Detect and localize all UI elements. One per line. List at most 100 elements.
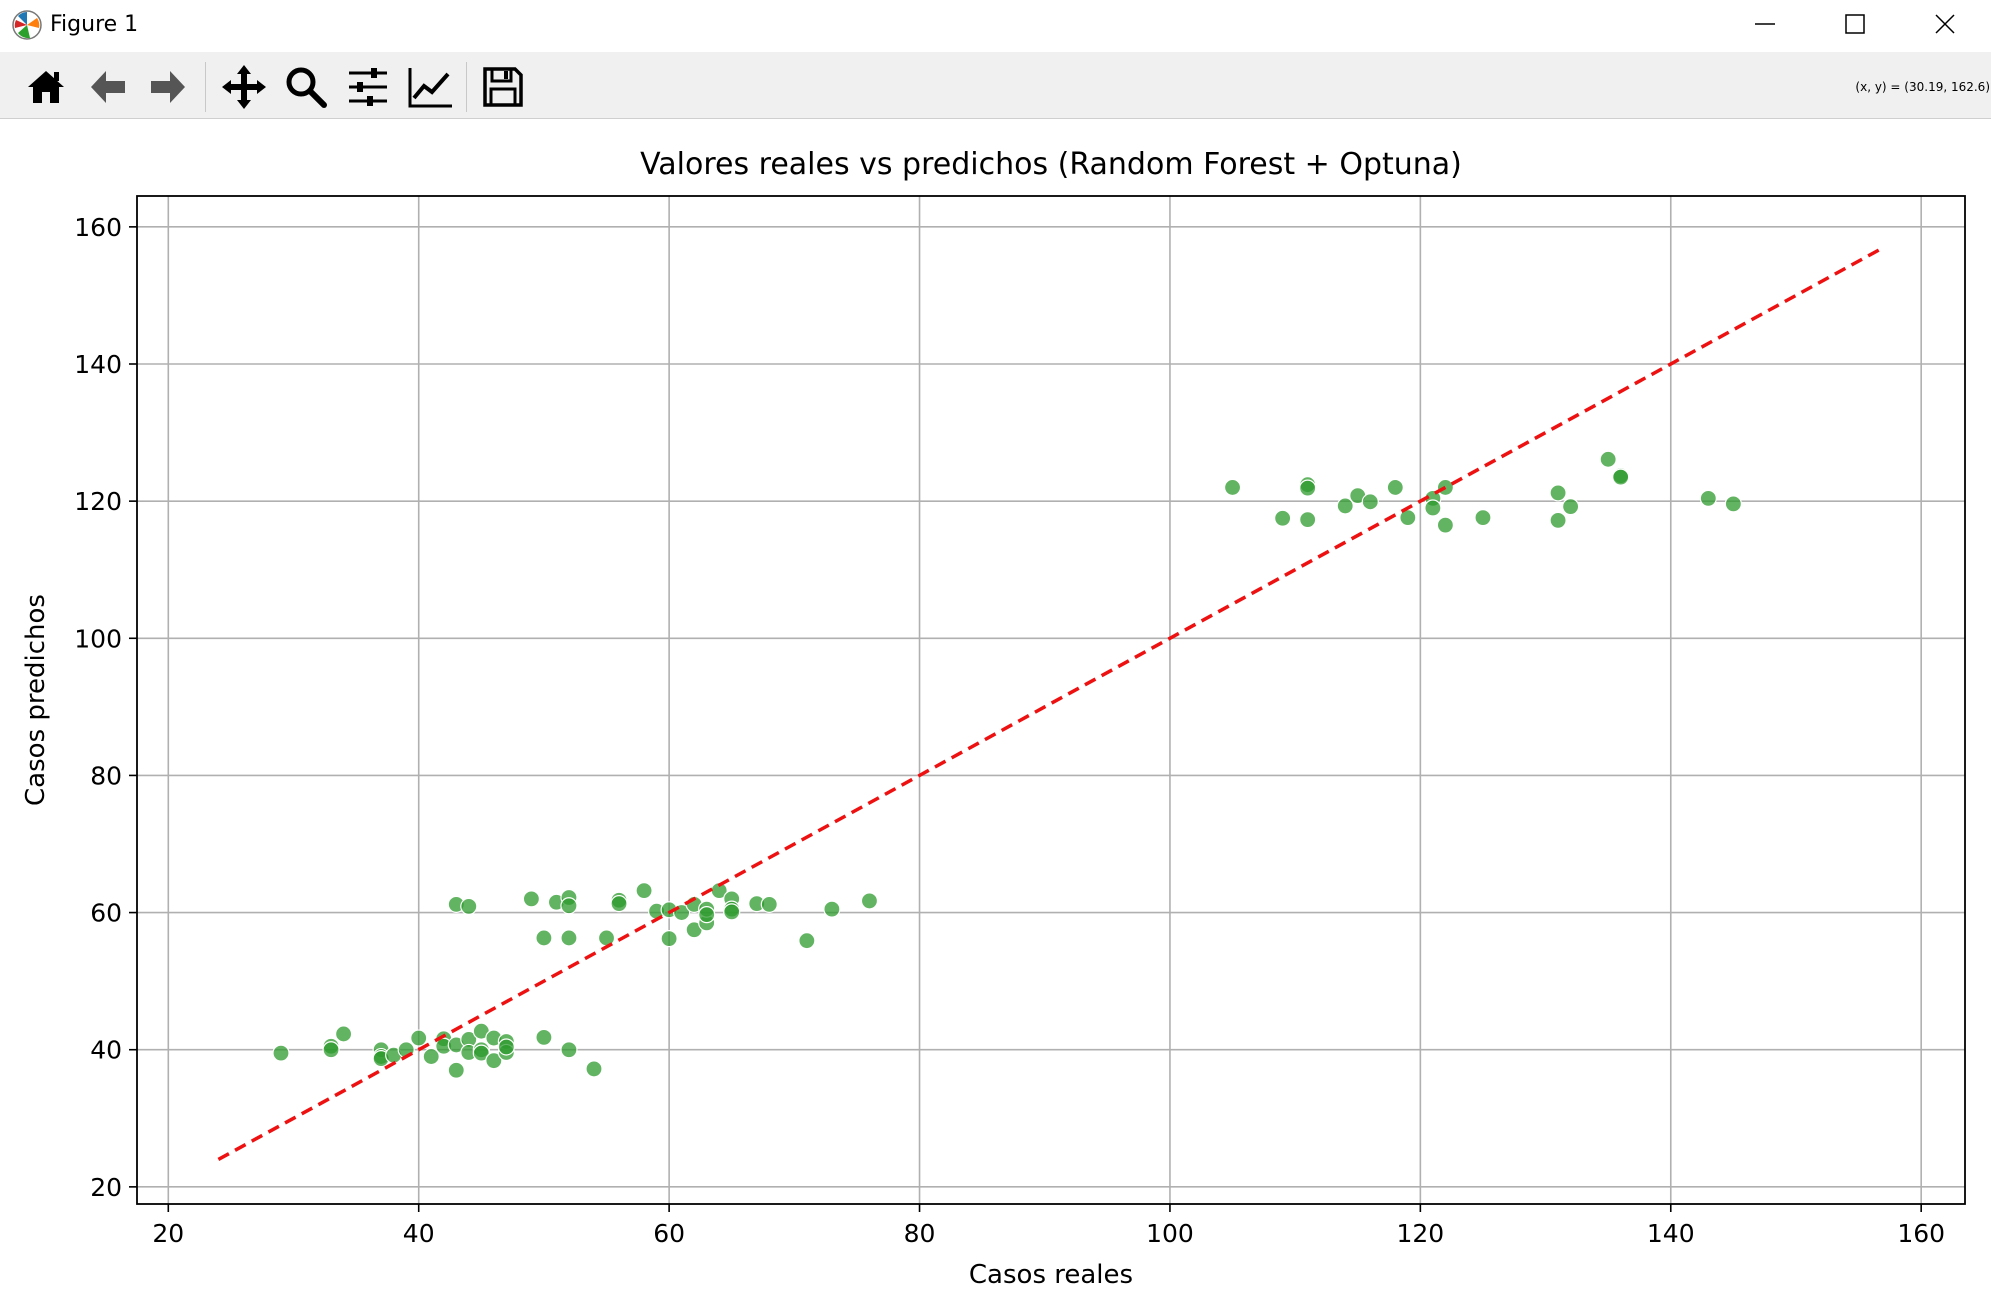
pan-button[interactable] [217, 60, 271, 114]
y-tick-label: 140 [74, 350, 122, 379]
scatter-point [1474, 509, 1492, 527]
scatter-point [460, 897, 478, 916]
scatter-point [485, 1052, 503, 1070]
x-axis-ticks: 20 40 60 80 100 120 140 160 [152, 1204, 1945, 1248]
scatter-point [1562, 498, 1580, 516]
x-tick-label: 40 [403, 1219, 435, 1248]
scatter-point [522, 890, 540, 908]
scatter-points [272, 450, 1742, 1079]
scatter-point [1599, 450, 1617, 468]
scatter-point [1386, 478, 1404, 497]
scatter-point [1274, 509, 1292, 527]
scatter-chart[interactable]: 20 40 60 80 100 120 140 160 20 40 60 80 100 120 140 16… [0, 119, 1991, 1310]
save-button[interactable] [476, 60, 530, 114]
x-tick-label: 20 [152, 1219, 184, 1248]
title-bar: Figure 1 [0, 0, 1991, 52]
configure-subplots-icon [349, 68, 387, 106]
scatter-point [1223, 478, 1242, 497]
scatter-point [860, 892, 879, 910]
x-tick-label: 120 [1396, 1219, 1444, 1248]
y-axis-ticks: 20 40 60 80 100 120 140 160 [74, 213, 137, 1202]
scatter-point [723, 903, 741, 921]
scatter-point [1549, 511, 1567, 529]
scatter-point [660, 930, 678, 948]
window-title: Figure 1 [50, 12, 139, 37]
x-tick-label: 160 [1897, 1219, 1945, 1248]
maximize-button[interactable] [1810, 0, 1900, 48]
scatter-point [1361, 493, 1379, 511]
scatter-point [272, 1044, 290, 1062]
minimize-icon [1755, 23, 1775, 25]
coordinates-readout: (x, y) = (30.19, 162.6) [1855, 80, 1990, 94]
scatter-point [472, 1044, 490, 1062]
scatter-point [1299, 479, 1317, 497]
scatter-point [535, 929, 553, 947]
y-tick-label: 60 [90, 899, 122, 928]
close-icon [1935, 14, 1955, 34]
forward-button[interactable] [141, 60, 195, 114]
scatter-point [1549, 484, 1567, 502]
matplotlib-logo-icon [12, 10, 42, 40]
figure-canvas[interactable]: 20 40 60 80 100 120 140 160 20 40 60 80 100 120 140 16… [0, 119, 1991, 1310]
scatter-point [1299, 511, 1317, 529]
scatter-point [560, 929, 578, 947]
scatter-point [823, 900, 841, 918]
reference-line [217, 245, 1885, 1161]
y-tick-label: 160 [74, 213, 122, 242]
scatter-point [1424, 499, 1442, 517]
forward-arrow-icon [151, 71, 185, 103]
x-tick-label: 100 [1146, 1219, 1194, 1248]
zoom-button[interactable] [279, 60, 333, 114]
toolbar-separator [205, 62, 206, 112]
close-button[interactable] [1900, 0, 1990, 48]
scatter-point [597, 929, 616, 947]
scatter-point [1436, 516, 1454, 534]
scatter-point [422, 1047, 440, 1066]
edit-axis-icon [408, 68, 452, 108]
y-tick-label: 120 [74, 487, 122, 516]
edit-axis-button[interactable] [403, 60, 457, 114]
scatter-point [497, 1038, 515, 1056]
grid-lines [137, 196, 1965, 1204]
scatter-point [1612, 468, 1630, 486]
scatter-point [698, 906, 716, 924]
chart-title: Valores reales vs predichos (Random Fore… [640, 147, 1462, 182]
back-button[interactable] [81, 60, 135, 114]
scatter-point [760, 895, 778, 913]
zoom-icon [286, 67, 327, 108]
scatter-point [798, 932, 816, 950]
minimize-button[interactable] [1720, 0, 1810, 48]
y-axis-label: Casos predichos [21, 594, 51, 806]
scatter-point [322, 1041, 340, 1059]
scatter-point [560, 897, 578, 915]
y-tick-label: 40 [90, 1036, 122, 1065]
scatter-point [1336, 497, 1354, 515]
x-axis-label: Casos reales [969, 1260, 1133, 1290]
toolbar-separator [466, 62, 467, 112]
y-tick-label: 80 [90, 761, 122, 790]
scatter-point [535, 1028, 553, 1046]
scatter-point [1699, 489, 1717, 507]
scatter-point [334, 1025, 353, 1043]
y-tick-label: 100 [74, 624, 122, 653]
back-arrow-icon [91, 71, 125, 103]
scatter-point [447, 1061, 465, 1079]
scatter-point [410, 1029, 428, 1047]
scatter-point [1724, 495, 1742, 513]
home-button[interactable] [19, 60, 73, 114]
scatter-point [635, 882, 653, 900]
scatter-point [585, 1060, 603, 1078]
maximize-icon [1845, 14, 1865, 34]
x-tick-label: 60 [653, 1219, 685, 1248]
home-icon [28, 71, 64, 103]
save-icon [483, 67, 523, 107]
axes-frame [136, 195, 1966, 1205]
navigation-toolbar: (x, y) = (30.19, 162.6) [0, 52, 1991, 119]
scatter-point [610, 895, 628, 913]
y-tick-label: 20 [90, 1173, 122, 1202]
pan-icon [222, 65, 266, 109]
x-tick-label: 140 [1647, 1219, 1695, 1248]
configure-subplots-button[interactable] [341, 60, 395, 114]
x-tick-label: 80 [904, 1219, 936, 1248]
scatter-point [560, 1041, 578, 1059]
